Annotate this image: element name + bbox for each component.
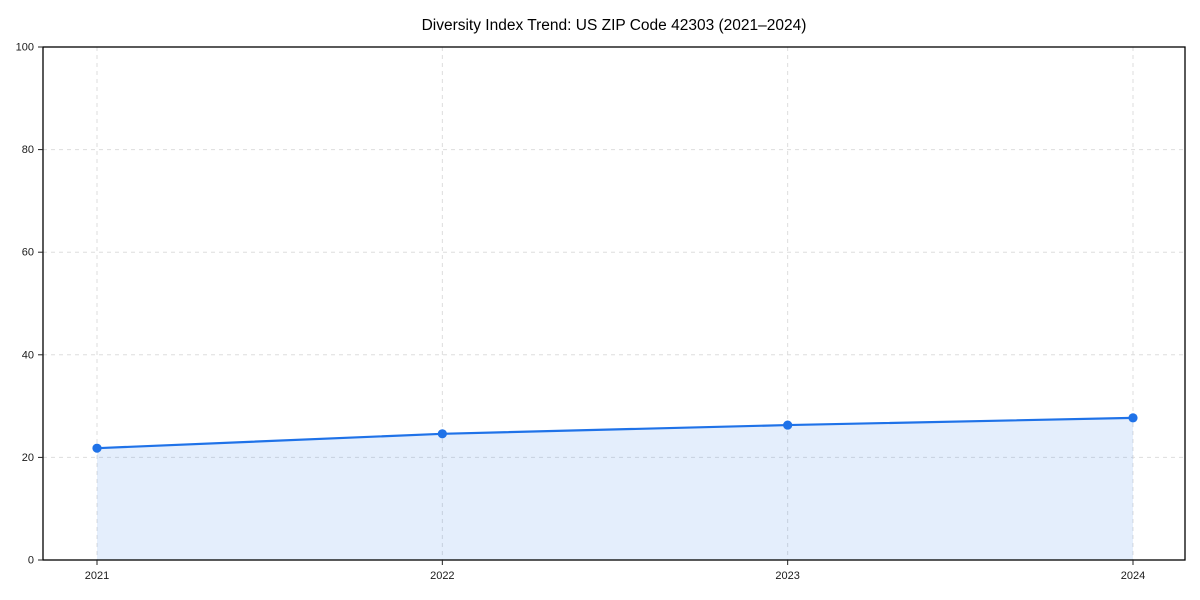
y-tick-label: 40 bbox=[22, 349, 34, 361]
data-point bbox=[1128, 413, 1138, 423]
chart-title: Diversity Index Trend: US ZIP Code 42303… bbox=[422, 17, 807, 34]
x-tick-label: 2023 bbox=[775, 570, 799, 582]
y-tick-label: 0 bbox=[28, 555, 34, 567]
y-tick-label: 60 bbox=[22, 247, 34, 259]
data-point bbox=[783, 420, 793, 430]
axis-frame bbox=[42, 46, 1186, 561]
data-point bbox=[92, 443, 102, 453]
x-tick-label: 2021 bbox=[85, 570, 109, 582]
line-layer bbox=[92, 413, 1138, 453]
x-tick-label: 2022 bbox=[430, 570, 454, 582]
data-area bbox=[97, 417, 1133, 560]
y-tick-label: 20 bbox=[22, 452, 34, 464]
area-layer bbox=[97, 417, 1133, 560]
x-tick-label: 2024 bbox=[1121, 570, 1145, 582]
axis-layer: 0 20 40 60 80 100 2021 2022 2023 2024 bbox=[16, 42, 1186, 582]
data-point bbox=[437, 429, 447, 439]
y-tick-label: 80 bbox=[22, 144, 34, 156]
y-tick-label: 100 bbox=[16, 42, 34, 54]
data-line bbox=[95, 416, 1135, 450]
